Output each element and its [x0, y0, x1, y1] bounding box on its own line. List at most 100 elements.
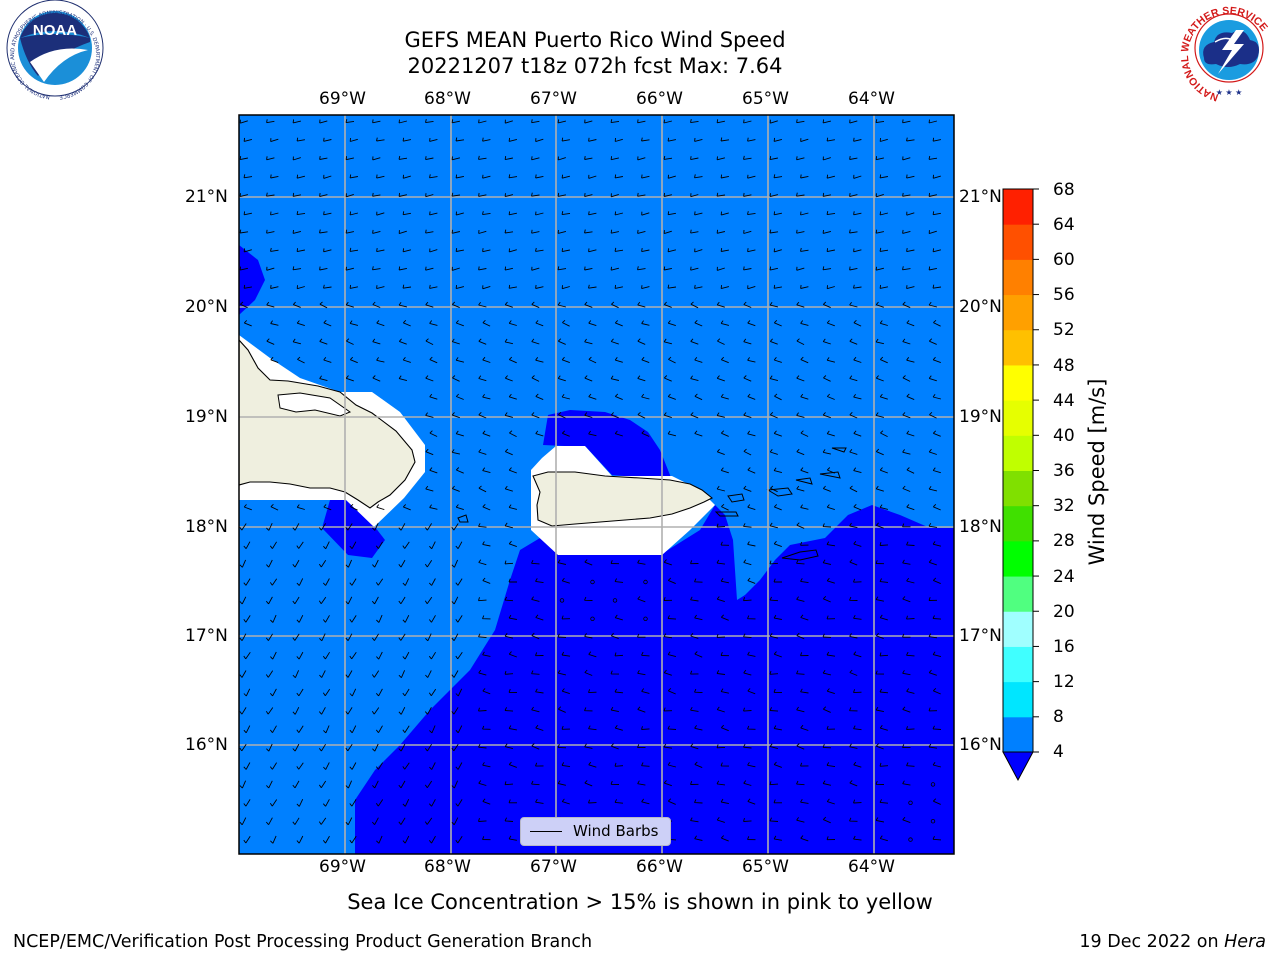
wind-barb: [720, 467, 729, 474]
wind-barb: [451, 707, 459, 715]
wind-barb: [508, 320, 517, 326]
wind-barb: [372, 301, 381, 308]
wind-barb: [747, 285, 756, 290]
map-frame: [238, 114, 955, 855]
wind-barb: [853, 430, 862, 437]
wind-barb: [584, 119, 593, 124]
wind-barb: [743, 229, 752, 234]
hispaniola-land: [239, 339, 416, 509]
wind-barb: [822, 156, 831, 161]
wind-barb: [345, 156, 355, 161]
wind-barb: [482, 615, 491, 620]
wind-barb: [773, 137, 783, 142]
wind-barb: [769, 338, 778, 345]
wind-barb: [849, 669, 858, 676]
wind-barb: [906, 615, 915, 620]
wind-barb: [928, 743, 938, 749]
wind-barb: [773, 284, 782, 289]
wind-barb: [239, 266, 249, 271]
wind-barb: [690, 118, 699, 124]
wind-barb: [557, 633, 567, 638]
wind-barb: [482, 137, 491, 142]
wind-barb: [478, 780, 487, 786]
wind-barb: [270, 320, 279, 326]
wind-barb: [588, 651, 597, 658]
wind-barb: [875, 229, 884, 234]
wind-barb: [902, 266, 911, 271]
wind-barb: [349, 320, 359, 326]
wind-barb: [822, 706, 831, 713]
wind-barb: [349, 615, 357, 623]
wind-barb: [906, 211, 915, 216]
wind-barb: [614, 725, 623, 731]
wind-barb: [879, 762, 889, 767]
wind-barb: [270, 211, 279, 216]
wind-barb: [478, 707, 487, 712]
wind-barb: [296, 174, 306, 179]
wind-barb: [770, 485, 778, 493]
wind-barb: [800, 211, 809, 216]
wind-barb: [610, 193, 619, 198]
wind-barb: [875, 485, 884, 492]
wind-barb: [239, 156, 248, 161]
wind-barb: [822, 523, 832, 528]
wind-barb: [508, 688, 517, 693]
wind-barb: [932, 687, 941, 695]
wind-barb: [822, 338, 831, 345]
colorbar-segment: [1003, 611, 1033, 647]
wind-barb: [345, 375, 354, 382]
wind-barb: [531, 192, 540, 197]
wind-barb: [455, 248, 464, 252]
wind-barb: [849, 266, 858, 271]
wind-barb: [588, 689, 597, 694]
wind-barb: [270, 614, 277, 623]
wind-barb: [376, 211, 385, 216]
wind-barb: [902, 744, 911, 749]
wind-barb: [349, 799, 357, 807]
wind-barb: [747, 393, 756, 400]
wind-barb: [372, 743, 379, 752]
lat-tick-right: 20°N: [959, 297, 1002, 317]
lat-tick-left: 19°N: [185, 407, 228, 427]
wind-barb: [853, 356, 862, 363]
wind-barb: [482, 651, 491, 657]
wind-barb: [398, 817, 406, 825]
wind-barb: [424, 559, 433, 568]
wind-barb: [269, 762, 277, 770]
wind-barb: [402, 174, 411, 179]
wind-barb: [345, 596, 353, 605]
lat-tick-left: 20°N: [185, 297, 228, 317]
wind-barb: [243, 762, 251, 770]
wind-barb: [243, 541, 251, 549]
wind-barb: [663, 338, 673, 345]
wind-barb: [588, 137, 597, 142]
wind-barb: [637, 119, 646, 124]
wind-barb: [908, 800, 913, 805]
wind-barb: [667, 284, 677, 289]
colorbar-under-triangle: [1002, 751, 1034, 782]
noaa-logo-text: NOAA: [33, 22, 77, 39]
wind-barb: [716, 119, 725, 124]
wind-barb: [849, 449, 858, 455]
wind-barb: [376, 835, 383, 844]
wind-barb: [588, 393, 597, 400]
wind-barb: [796, 817, 805, 823]
wind-barb: [402, 504, 411, 511]
wind-barb: [875, 448, 884, 456]
wind-barb: [590, 616, 595, 621]
wind-barb: [902, 229, 911, 234]
wind-barb: [557, 375, 566, 382]
wind-barb: [743, 523, 752, 528]
wind-barb: [531, 301, 540, 309]
wind-barb: [769, 375, 779, 382]
wind-barb: [853, 689, 862, 694]
wind-barb: [349, 247, 359, 252]
wind-barb: [345, 559, 353, 568]
legend-label: Wind Barbs: [573, 822, 659, 840]
wind-barb: [319, 266, 328, 271]
wind-barb: [322, 651, 330, 660]
wind-barb: [637, 338, 646, 345]
wind-barb: [504, 596, 514, 602]
wind-barb: [424, 523, 432, 531]
wind-barb: [266, 338, 275, 345]
